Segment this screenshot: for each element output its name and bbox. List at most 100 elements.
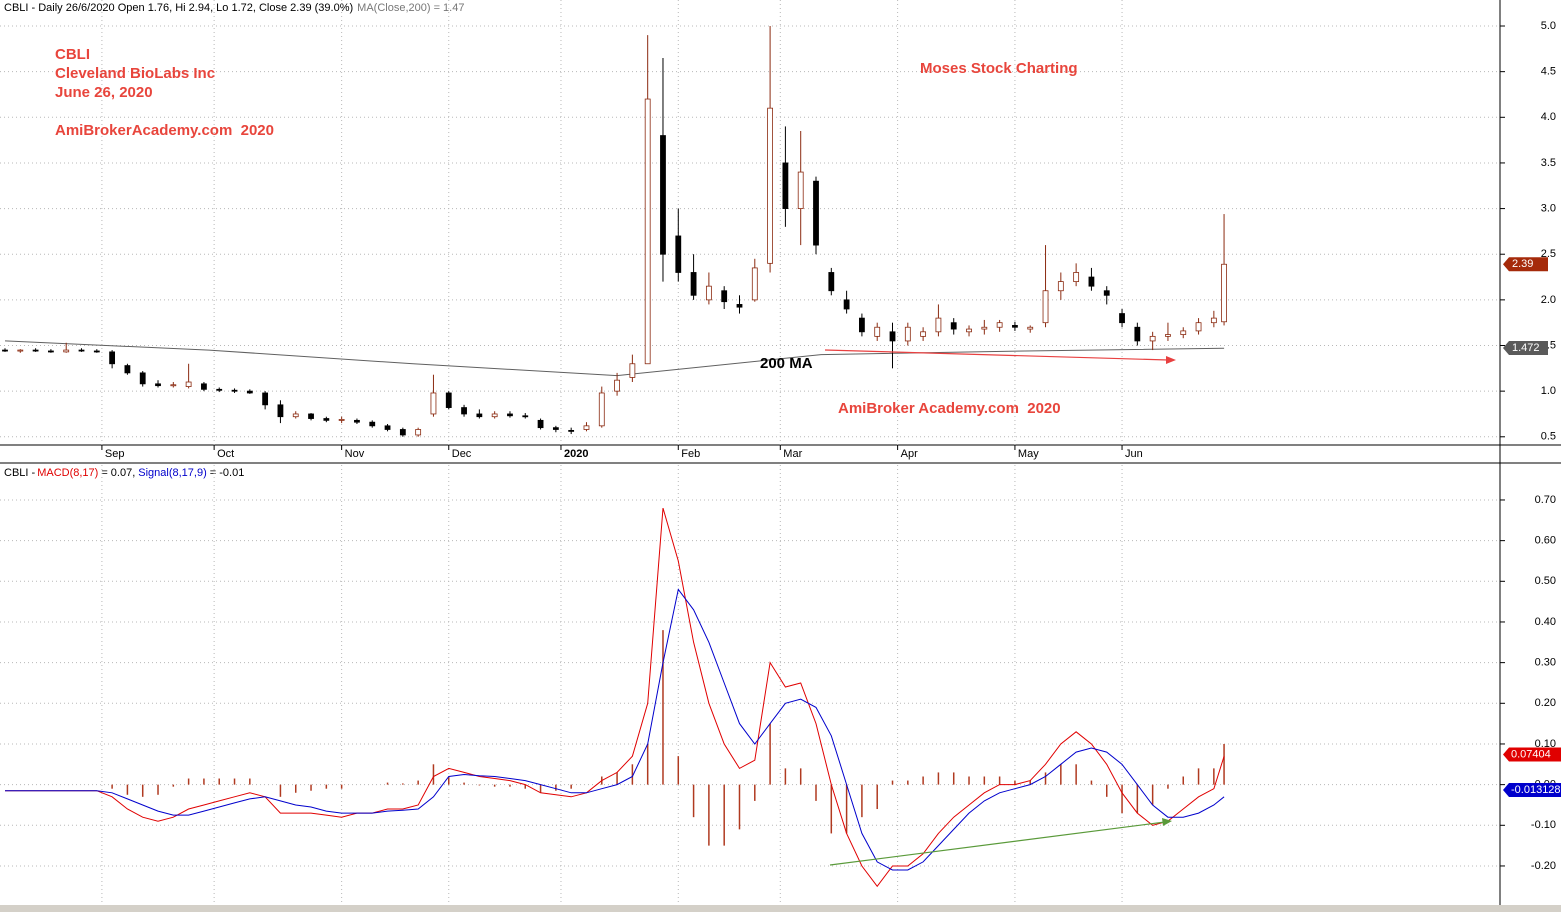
candle-body	[170, 384, 177, 387]
candle-body	[491, 413, 498, 418]
candle-body	[507, 413, 513, 417]
candle-body	[583, 425, 590, 430]
candle-body	[262, 392, 269, 406]
candle-body	[155, 383, 161, 387]
candle-body	[384, 425, 391, 430]
candle-body	[354, 419, 360, 423]
candle-body	[48, 350, 54, 353]
candle-body	[552, 427, 559, 430]
annotation: Moses Stock Charting	[920, 60, 1078, 77]
candle-body	[950, 322, 957, 330]
macd-header: CBLI - MACD(8,17) = 0.07, Signal(8,17,9) = -…	[4, 467, 244, 479]
candle-body	[139, 372, 146, 385]
candle-body	[889, 331, 896, 342]
candle-body	[185, 381, 192, 387]
y-tick-label: 4.0	[1541, 111, 1556, 123]
candle-body	[813, 180, 819, 246]
arrow-head	[1166, 356, 1176, 364]
candle-body	[736, 304, 743, 308]
candle-body	[644, 98, 651, 365]
candle-body	[1103, 290, 1110, 296]
ma-tag-label: 1.472	[1512, 342, 1540, 354]
y-tick-label: 2.5	[1541, 248, 1556, 260]
x-tick-label: Dec	[452, 448, 472, 460]
trend-arrow	[824, 349, 1169, 361]
y-tick-label: 0.30	[1535, 657, 1556, 669]
candle-body	[843, 299, 850, 310]
candle-body	[920, 331, 927, 337]
candle-body	[17, 349, 24, 352]
annotation: 200 MA	[760, 355, 813, 372]
legend-macd: MACD(8,17)	[37, 467, 98, 479]
legend-signal: Signal(8,17,9)	[138, 467, 207, 479]
candle-body	[124, 365, 131, 374]
candle-body	[93, 350, 100, 353]
divergence-line	[829, 821, 1166, 866]
header-ma: MA(Close,200) = 1.47	[357, 2, 464, 14]
candle-body	[201, 383, 207, 390]
candle-body	[1180, 330, 1187, 335]
candle-body	[1149, 335, 1156, 342]
y-tick-label: 3.0	[1541, 202, 1556, 214]
header-prefix: CBLI -	[4, 467, 36, 479]
y-tick-label: 0.20	[1535, 697, 1556, 709]
candle-body	[874, 326, 881, 337]
y-tick-label: -0.20	[1531, 860, 1556, 872]
candle-body	[231, 389, 238, 392]
candle-body	[1042, 290, 1049, 324]
ma-tag	[1503, 341, 1548, 356]
candle-body	[1057, 281, 1064, 292]
candle-body	[629, 363, 636, 378]
candle-body	[859, 317, 865, 333]
annotation: AmiBrokerAcademy.com 2020	[55, 122, 274, 139]
y-tick-label: 5.0	[1541, 20, 1556, 32]
annotation: CBLI	[55, 46, 90, 63]
candle-body	[797, 171, 804, 209]
signal-value: = -0.01	[210, 467, 245, 479]
header-text: CBLI - Daily 26/6/2020 Open 1.76, Hi 2.9…	[4, 2, 353, 14]
candle-body	[966, 328, 972, 333]
y-tick-label: -0.10	[1531, 819, 1556, 831]
candle-body	[476, 413, 483, 418]
candle-body	[78, 349, 85, 352]
annotation: June 26, 2020	[55, 84, 153, 101]
candle-body	[1210, 317, 1217, 324]
candle-body	[430, 392, 437, 415]
candle-body	[828, 272, 835, 292]
candle-body	[399, 429, 406, 436]
candle-body	[63, 349, 70, 353]
x-tick-label: Jun	[1125, 448, 1143, 460]
y-tick-label: 2.0	[1541, 294, 1556, 306]
candle-body	[445, 392, 452, 408]
candle-body	[338, 419, 345, 421]
candle-body	[308, 413, 314, 419]
candle-body	[705, 285, 712, 301]
candle-body	[981, 326, 988, 330]
candle-body	[1027, 326, 1034, 330]
x-tick-label: Nov	[345, 448, 365, 460]
candle-body	[1165, 334, 1171, 337]
y-tick-label: 0.40	[1535, 616, 1556, 628]
candle-body	[246, 390, 253, 394]
annotation: AmiBroker Academy.com 2020	[838, 400, 1061, 417]
sheet-tabs[interactable]	[0, 905, 1561, 912]
candle-body	[782, 162, 789, 209]
y-tick-label: 0.5	[1541, 431, 1556, 443]
candle-body	[1012, 325, 1018, 328]
candle-body	[1221, 263, 1227, 323]
candle-body	[2, 349, 8, 352]
candle-body	[323, 418, 330, 421]
candle-body	[690, 272, 697, 296]
candle-body	[1088, 276, 1095, 287]
candle-body	[935, 317, 942, 333]
candle-body	[292, 413, 299, 418]
x-tick-label: Apr	[901, 448, 918, 460]
y-tick-label: 3.5	[1541, 157, 1556, 169]
y-tick-label: 0.50	[1535, 575, 1556, 587]
candle-body	[109, 351, 116, 365]
candle-body	[522, 415, 529, 418]
candle-body	[32, 349, 39, 352]
candle-body	[216, 388, 223, 391]
